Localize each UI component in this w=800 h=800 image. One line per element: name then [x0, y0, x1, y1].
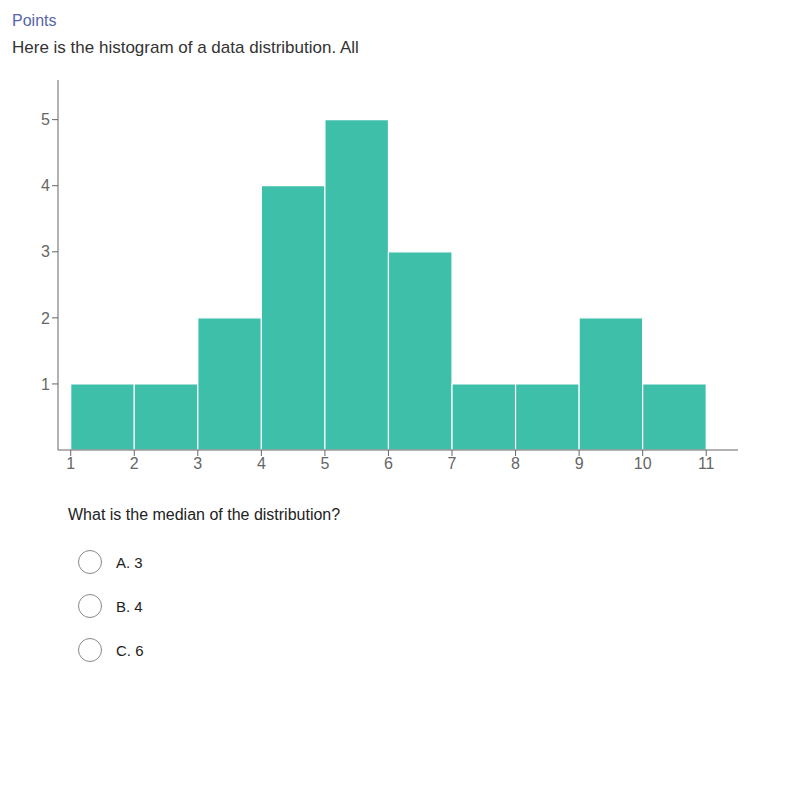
svg-text:6: 6: [384, 455, 393, 472]
html-text:C. 6: C. 6: [116, 641, 144, 659]
svg-text:1: 1: [66, 455, 75, 472]
svg-text:2: 2: [130, 455, 139, 472]
svg-text:10: 10: [634, 455, 652, 472]
svg-text:5: 5: [41, 111, 50, 128]
html-text:A. 3: A. 3: [116, 553, 143, 571]
svg-text:5: 5: [320, 455, 329, 472]
html-text:Points: Points: [12, 12, 57, 29]
html-text:B. 4: B. 4: [116, 597, 143, 615]
svg-text:11: 11: [698, 455, 715, 472]
svg-text:4: 4: [41, 177, 50, 194]
svg-text:9: 9: [575, 455, 584, 472]
svg-text:3: 3: [41, 243, 50, 260]
svg-text:4: 4: [257, 455, 266, 472]
svg-text:7: 7: [448, 455, 457, 472]
svg-text:2: 2: [41, 310, 50, 327]
html-text:Here is the histogram of a dat: Here is the histogram of a data distribu…: [12, 38, 359, 57]
svg-text:3: 3: [193, 455, 202, 472]
svg-text:1: 1: [41, 376, 50, 393]
svg-text:8: 8: [511, 455, 520, 472]
html-text:What is the median of the dist: What is the median of the distribution?: [68, 506, 341, 523]
